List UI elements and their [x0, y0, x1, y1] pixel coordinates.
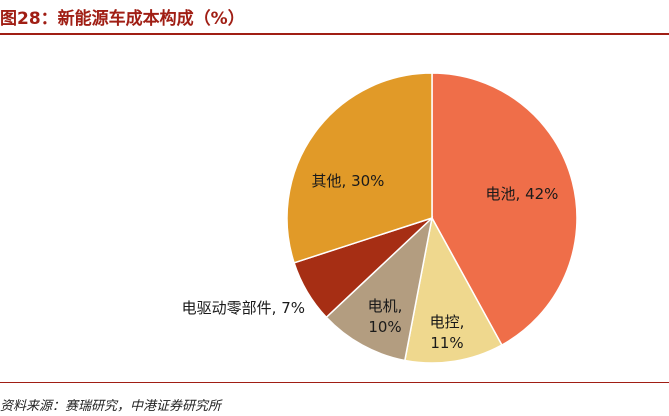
slice-label-5: 其他, 30% — [312, 172, 385, 190]
source-rule — [0, 382, 669, 383]
pie-slice-5 — [286, 72, 433, 264]
pie-slice-3 — [325, 215, 434, 362]
slice-label-1: 电池, 42% — [486, 185, 559, 203]
pie-slice-1 — [431, 72, 578, 347]
pie-labels: 电池, 42% 电控, 11% 电机, 10% 电驱动零部件, 7% 其他, 30% — [182, 172, 559, 352]
source-note: 资料来源：赛瑞研究，中港证券研究所 — [0, 399, 222, 414]
slice-label-4: 电驱动零部件, 7% — [182, 299, 305, 317]
figure-title: 图28：新能源车成本构成（%） — [0, 9, 245, 29]
slice-label-3: 电机, 10% — [368, 297, 403, 336]
slice-label-2: 电控, 11% — [430, 313, 465, 352]
pie-slices — [286, 72, 578, 364]
pie-slice-2 — [403, 215, 503, 364]
title-rule — [0, 33, 669, 35]
